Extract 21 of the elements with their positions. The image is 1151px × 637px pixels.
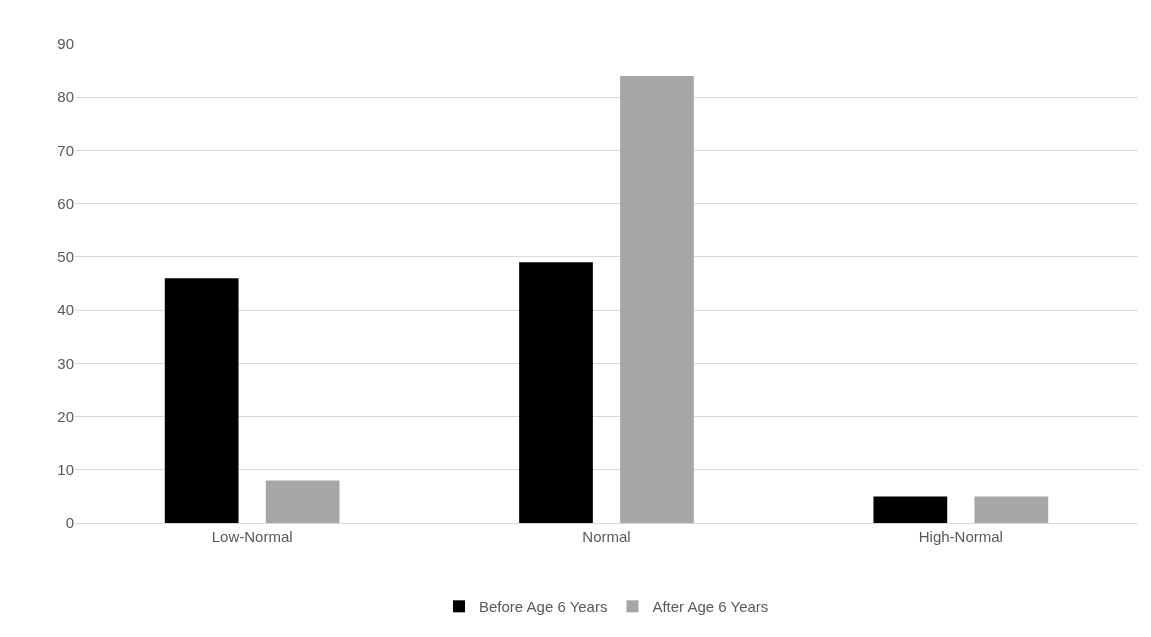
bar: [265, 480, 340, 523]
y-tick-label: 10: [57, 461, 74, 479]
bar: [620, 75, 694, 523]
bar: [519, 262, 593, 523]
legend-label: After Age 6 Years: [652, 598, 769, 616]
y-tick-label: 0: [65, 514, 74, 532]
y-tick-label: 40: [57, 301, 74, 319]
bar: [974, 496, 1049, 523]
y-tick-label: 70: [57, 141, 74, 159]
y-tick-label: 20: [57, 407, 74, 425]
y-tick-label: 90: [57, 35, 74, 53]
y-tick-label: 80: [57, 88, 74, 106]
bar: [164, 278, 239, 523]
x-tick-label: High-Normal: [918, 528, 1003, 545]
y-tick-label: 50: [57, 248, 74, 266]
bar: [873, 496, 948, 523]
x-tick-label: Low-Normal: [211, 528, 293, 545]
legend-label: Before Age 6 Years: [479, 598, 608, 616]
y-tick-label: 60: [57, 194, 74, 212]
y-tick-label: 30: [57, 354, 74, 372]
x-tick-label: Normal: [582, 528, 631, 545]
